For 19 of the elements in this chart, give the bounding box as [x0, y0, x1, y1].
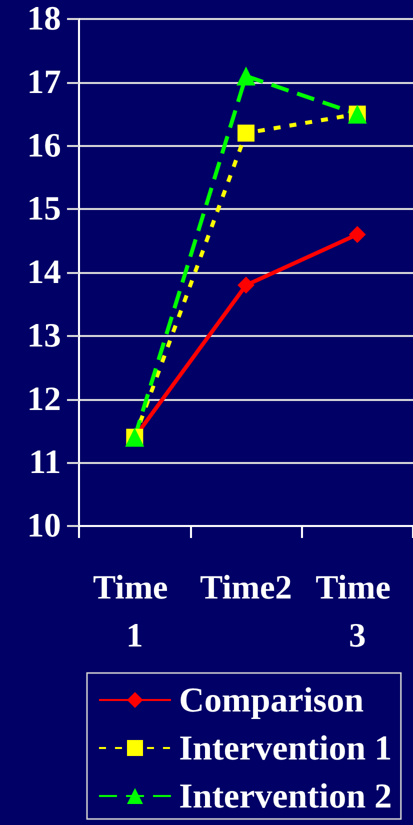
legend-label: Comparison	[179, 680, 364, 720]
legend-label: Intervention 1	[179, 728, 392, 768]
y-tick-label: 11	[28, 444, 61, 482]
point	[348, 226, 366, 243]
y-tick-label: 12	[27, 380, 61, 418]
y-tick-label: 10	[27, 508, 61, 544]
y-tick-label: 13	[27, 317, 61, 354]
y-tick-label: 16	[27, 127, 61, 164]
y-tick-label: 14	[27, 254, 61, 291]
point	[238, 276, 254, 294]
point	[236, 66, 256, 86]
legend-label: Intervention 2	[179, 776, 392, 816]
x-tick-label: Time 1	[92, 570, 176, 654]
x-tick-label: Time2	[200, 570, 292, 606]
y-tick-label: 18	[27, 0, 61, 38]
y-tick-label: 17	[27, 64, 61, 101]
point	[238, 124, 254, 142]
x-tick-label: Time 3	[316, 570, 400, 654]
y-tick-label: 15	[27, 190, 61, 228]
